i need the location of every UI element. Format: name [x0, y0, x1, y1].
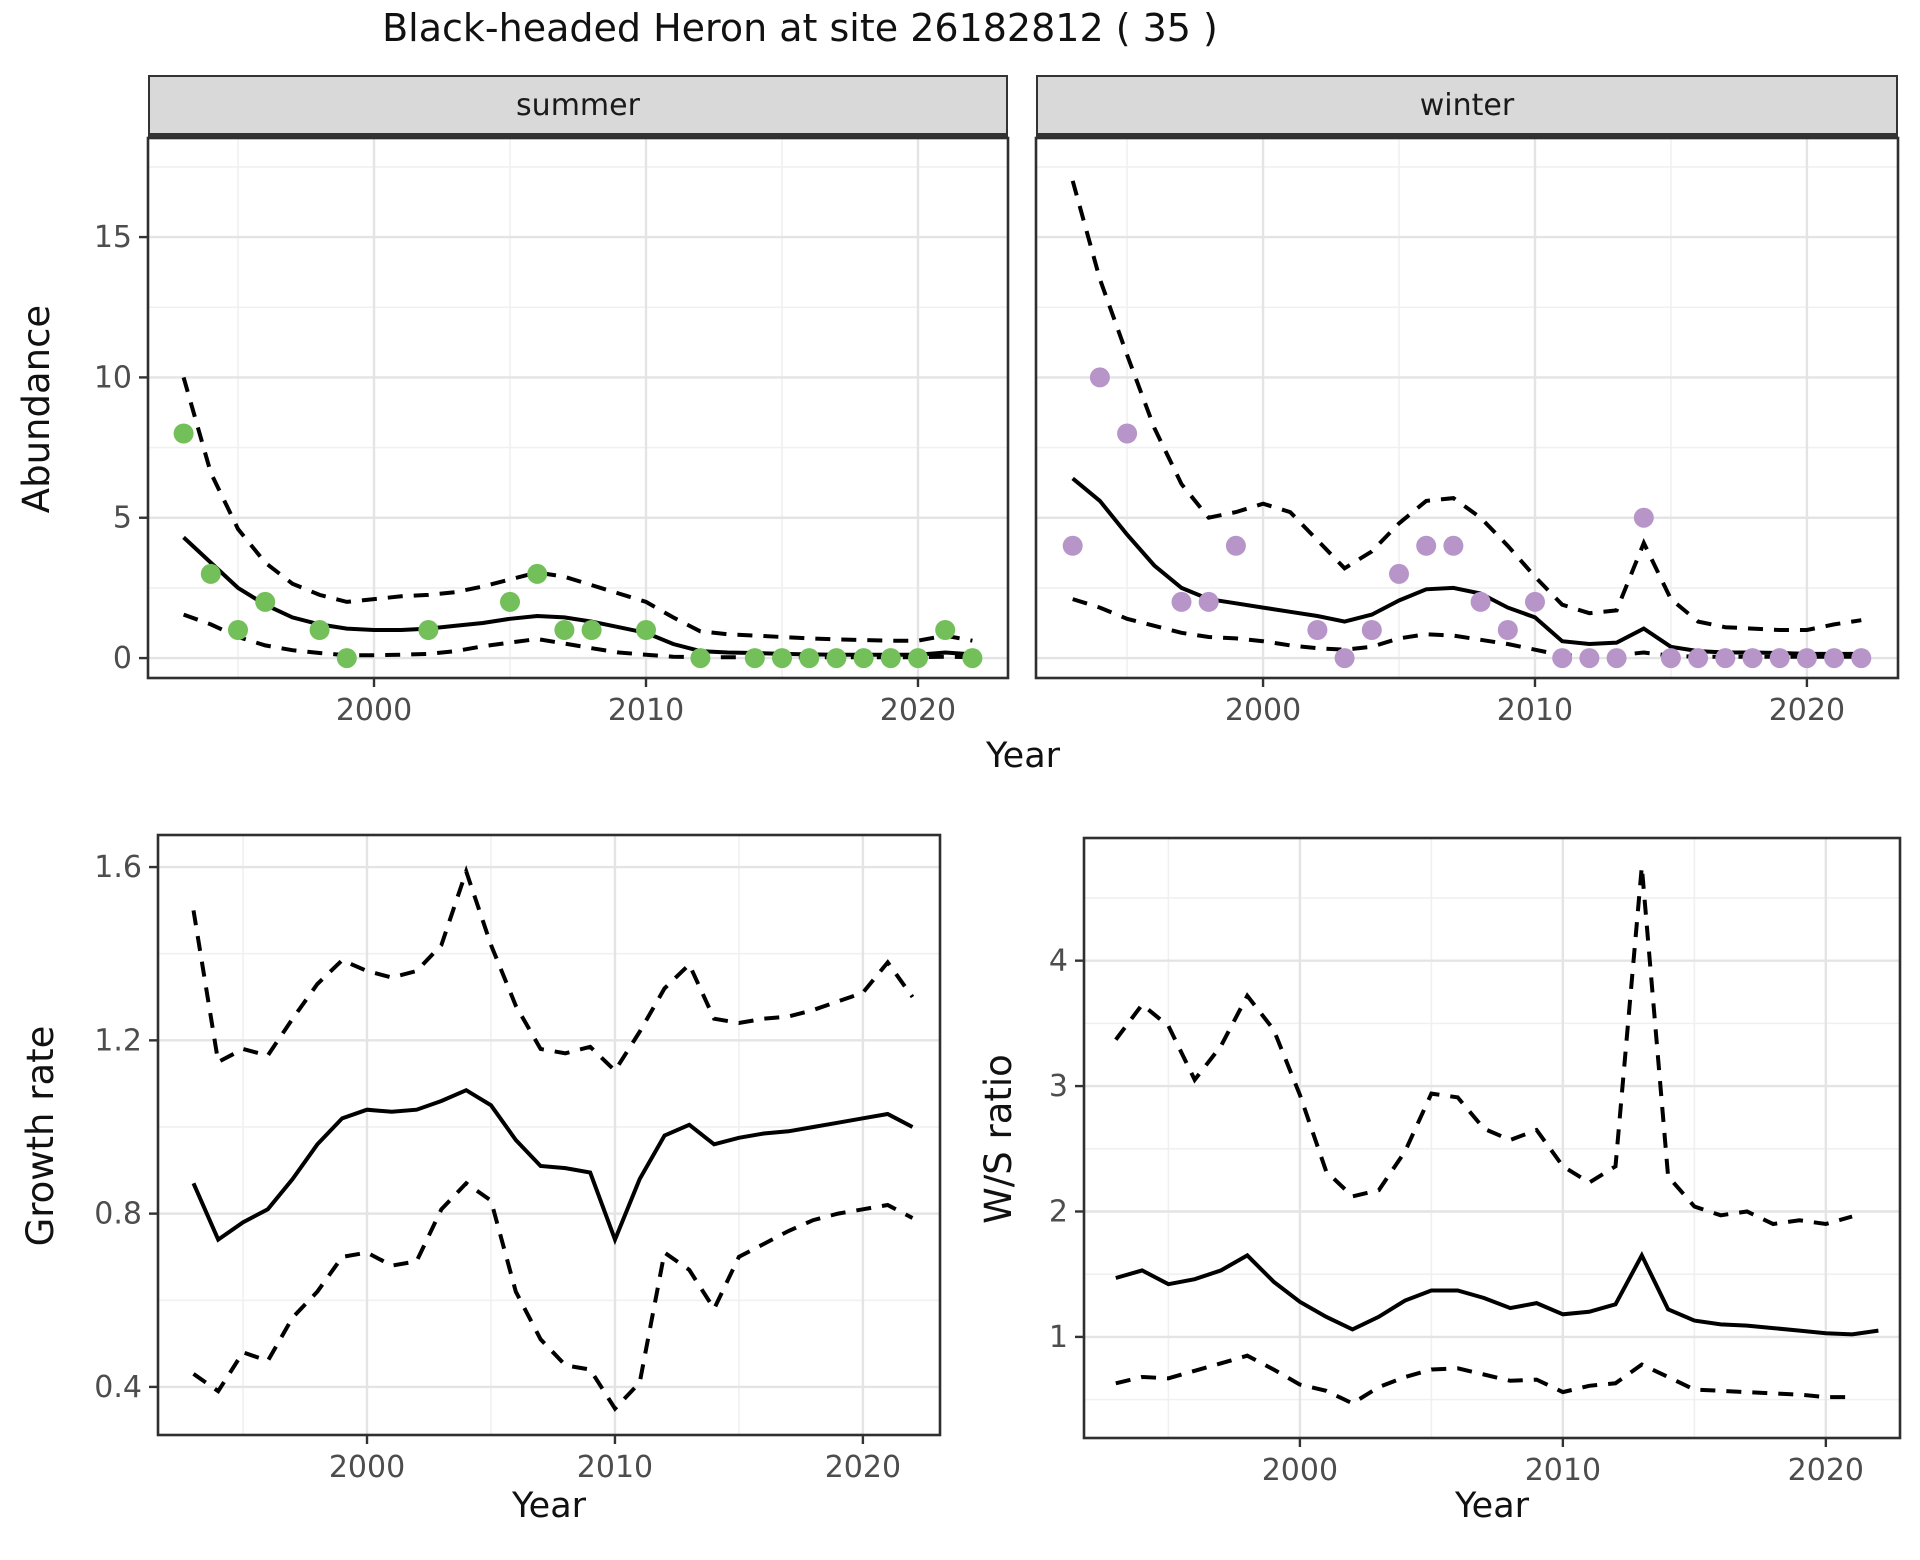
svg-text:0: 0 — [113, 641, 132, 676]
facet-strip-winter: winter — [1036, 75, 1898, 138]
svg-text:2010: 2010 — [577, 1450, 653, 1485]
growth-x-axis-title: Year — [511, 1486, 587, 1526]
ws-y-axis-title: W/S ratio — [977, 1054, 1020, 1224]
series-abundance_winter-lower_ci — [1072, 597, 1862, 659]
axis-ws_ratio: 2000 2010 2020 1 2 3 4 — [1049, 944, 1864, 1488]
svg-text:5: 5 — [113, 501, 132, 536]
facet-strip-summer: summer — [148, 75, 1008, 138]
svg-text:2020: 2020 — [825, 1450, 901, 1485]
svg-text:2020: 2020 — [1769, 693, 1845, 728]
abundance-y-axis-title: Abundance — [15, 304, 58, 514]
svg-text:1: 1 — [1049, 1320, 1068, 1355]
series-ws_ratio-lower_ci — [1115, 1353, 1853, 1406]
panel-abundance_winter: 2000 2010 2020 — [1034, 136, 1900, 728]
gridlines-abundance_winter — [1036, 138, 1898, 678]
svg-text:1.6: 1.6 — [94, 850, 142, 885]
svg-text:15: 15 — [94, 220, 132, 255]
svg-text:2: 2 — [1049, 1194, 1068, 1229]
points-abundance_winter-observed_counts — [1062, 367, 1872, 669]
svg-text:1.2: 1.2 — [94, 1023, 142, 1058]
panel-abundance_summer: 2000 2010 2020 0 5 10 15 — [94, 136, 1010, 728]
axis-abundance_summer: 2000 2010 2020 0 5 10 15 — [94, 220, 956, 728]
svg-text:3: 3 — [1049, 1069, 1068, 1104]
series-abundance_summer-lower_ci — [182, 612, 973, 660]
series-ws_ratio-upper_ci — [1114, 866, 1853, 1227]
facet-strip-summer-label: summer — [516, 87, 640, 123]
svg-text:2020: 2020 — [1788, 1453, 1864, 1488]
svg-text:2020: 2020 — [880, 693, 956, 728]
series-growth_rate-upper_ci — [191, 865, 915, 1074]
svg-text:2010: 2010 — [1525, 1453, 1601, 1488]
svg-text:2000: 2000 — [1225, 693, 1301, 728]
svg-text:2010: 2010 — [1497, 693, 1573, 728]
svg-text:10: 10 — [94, 360, 132, 395]
series-abundance_summer-upper_ci — [181, 376, 973, 643]
svg-text:2000: 2000 — [329, 1450, 405, 1485]
gridlines-ws_ratio — [1084, 838, 1900, 1438]
facet-strip-winter-label: winter — [1419, 87, 1515, 123]
plot-title: Black-headed Heron at site 26182812 ( 35… — [382, 6, 1218, 50]
svg-text:4: 4 — [1049, 944, 1068, 979]
points-abundance_summer-observed_counts — [173, 423, 983, 669]
gridlines-abundance_summer — [148, 138, 1008, 678]
ws-x-axis-title: Year — [1454, 1486, 1530, 1526]
panel-growth_rate: 2000 2010 2020 0.4 0.8 1.2 1.6 — [94, 833, 942, 1485]
series-growth_rate-fit — [191, 1087, 914, 1246]
svg-text:0.4: 0.4 — [94, 1370, 142, 1405]
series-abundance_winter-upper_ci — [1070, 180, 1862, 632]
growth-y-axis-title: Growth rate — [19, 1025, 62, 1247]
series-growth_rate-lower_ci — [192, 1180, 914, 1412]
svg-text:2010: 2010 — [608, 693, 684, 728]
svg-text:2000: 2000 — [1262, 1453, 1338, 1488]
top-x-axis-title: Year — [985, 736, 1061, 776]
axis-abundance_winter: 2000 2010 2020 — [1225, 678, 1845, 728]
series-ws_ratio-fit — [1115, 1251, 1879, 1337]
axis-growth_rate: 2000 2010 2020 0.4 0.8 1.2 1.6 — [94, 850, 901, 1485]
panel-ws_ratio: 2000 2010 2020 1 2 3 4 — [1049, 836, 1902, 1488]
svg-text:2000: 2000 — [336, 693, 412, 728]
gridlines-growth_rate — [158, 835, 940, 1435]
svg-text:0.8: 0.8 — [94, 1197, 142, 1232]
